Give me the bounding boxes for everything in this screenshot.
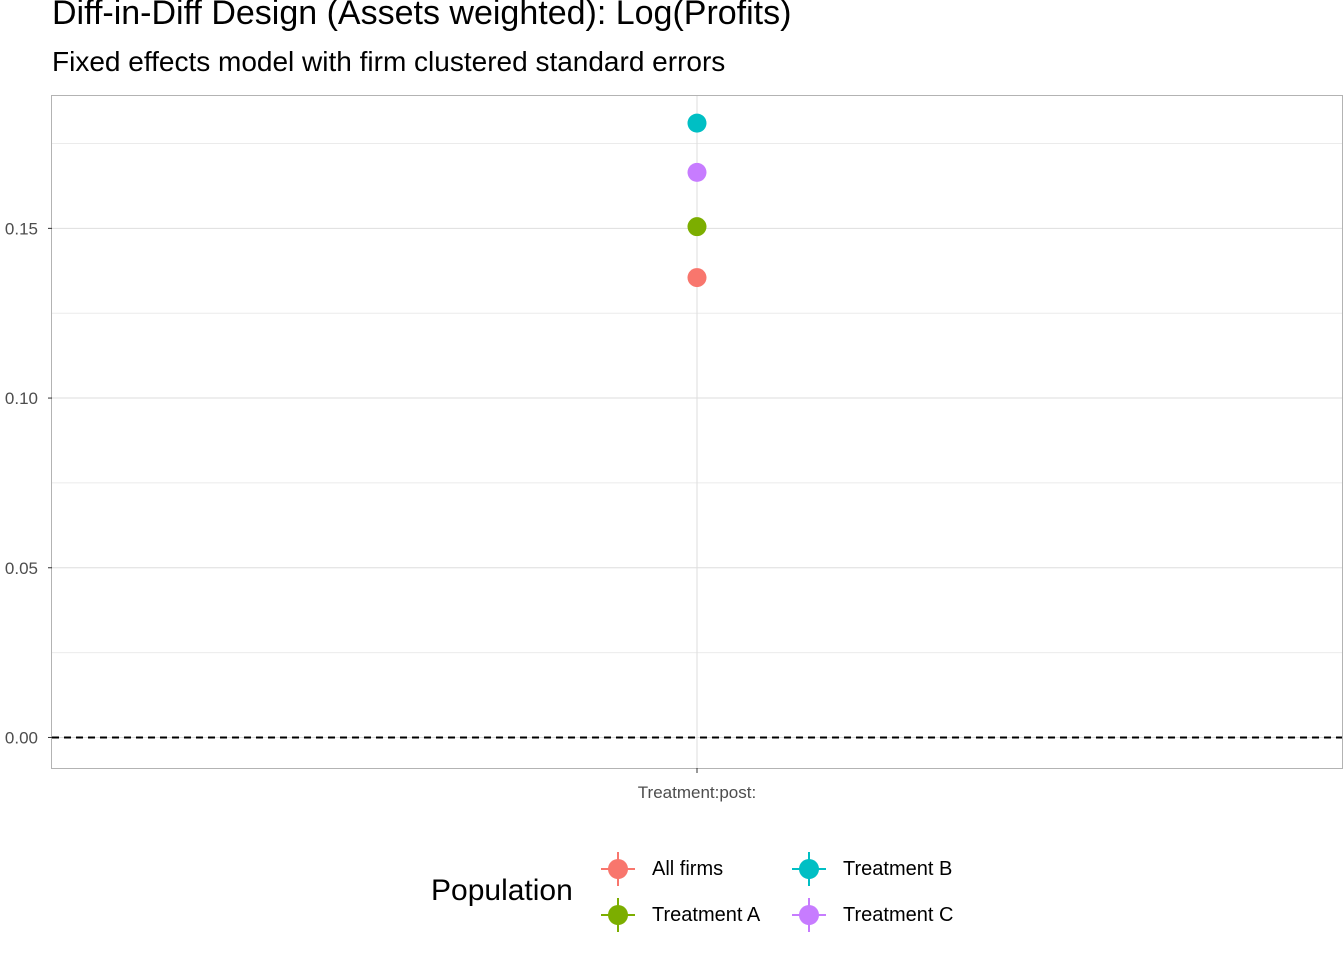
y-tick-label: 0.05 xyxy=(5,559,38,578)
legend-key-treatment-b xyxy=(789,849,829,889)
data-points xyxy=(687,113,707,288)
legend-label: Treatment C xyxy=(843,903,954,926)
x-axis: Treatment:post: xyxy=(638,768,756,802)
y-tick-label: 0.10 xyxy=(5,389,38,408)
point-all-firms xyxy=(687,268,707,288)
legend-label: Treatment B xyxy=(843,857,953,880)
point-treatment-a xyxy=(687,217,707,237)
legend-key-all-firms xyxy=(598,849,638,889)
legend-item-all-firms: All firms xyxy=(598,849,723,889)
y-tick-label: 0.00 xyxy=(5,728,38,747)
chart-title: Diff-in-Diff Design (Assets weighted): L… xyxy=(52,0,792,32)
y-tick-label: 0.15 xyxy=(5,219,38,238)
y-axis: 0.00 0.05 0.10 0.15 xyxy=(5,219,52,747)
legend-title: Population xyxy=(431,874,573,907)
legend-label: All firms xyxy=(652,857,724,880)
legend-key-treatment-a xyxy=(598,895,638,935)
legend-item-treatment-c: Treatment C xyxy=(789,895,953,935)
legend-item-treatment-b: Treatment B xyxy=(789,849,952,889)
chart-subtitle: Fixed effects model with firm clustered … xyxy=(52,46,726,77)
point-treatment-b xyxy=(687,113,707,133)
legend-item-treatment-a: Treatment A xyxy=(598,895,760,935)
legend-label: Treatment A xyxy=(652,903,761,926)
point-treatment-c xyxy=(687,162,707,182)
x-tick-label: Treatment:post: xyxy=(638,783,756,802)
legend-key-treatment-c xyxy=(789,895,829,935)
